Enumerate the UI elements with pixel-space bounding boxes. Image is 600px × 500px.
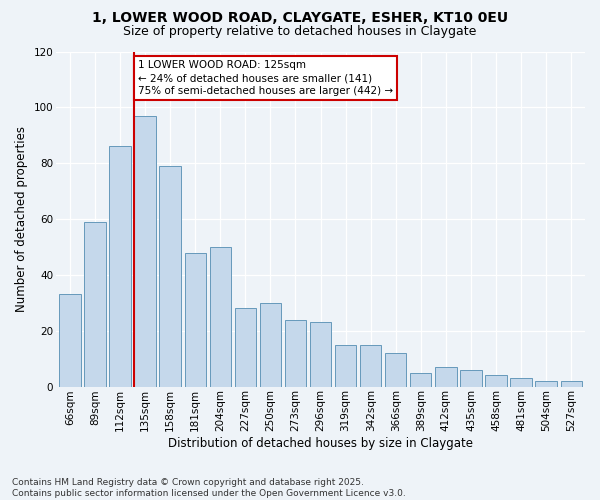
Text: Size of property relative to detached houses in Claygate: Size of property relative to detached ho… [124,25,476,38]
Bar [560,381,582,386]
Bar [385,353,406,386]
Bar [285,320,306,386]
Bar [260,303,281,386]
Bar [485,376,506,386]
Bar [535,381,557,386]
Bar [410,372,431,386]
Bar [209,247,231,386]
Bar [360,344,382,387]
Text: Contains HM Land Registry data © Crown copyright and database right 2025.
Contai: Contains HM Land Registry data © Crown c… [12,478,406,498]
Bar [160,166,181,386]
Bar [435,367,457,386]
Text: 1 LOWER WOOD ROAD: 125sqm
← 24% of detached houses are smaller (141)
75% of semi: 1 LOWER WOOD ROAD: 125sqm ← 24% of detac… [138,60,393,96]
Bar [109,146,131,386]
Bar [310,322,331,386]
Bar [511,378,532,386]
Bar [460,370,482,386]
Bar [59,294,80,386]
Bar [84,222,106,386]
X-axis label: Distribution of detached houses by size in Claygate: Distribution of detached houses by size … [168,437,473,450]
Y-axis label: Number of detached properties: Number of detached properties [15,126,28,312]
Text: 1, LOWER WOOD ROAD, CLAYGATE, ESHER, KT10 0EU: 1, LOWER WOOD ROAD, CLAYGATE, ESHER, KT1… [92,11,508,25]
Bar [185,252,206,386]
Bar [335,344,356,387]
Bar [235,308,256,386]
Bar [134,116,156,386]
